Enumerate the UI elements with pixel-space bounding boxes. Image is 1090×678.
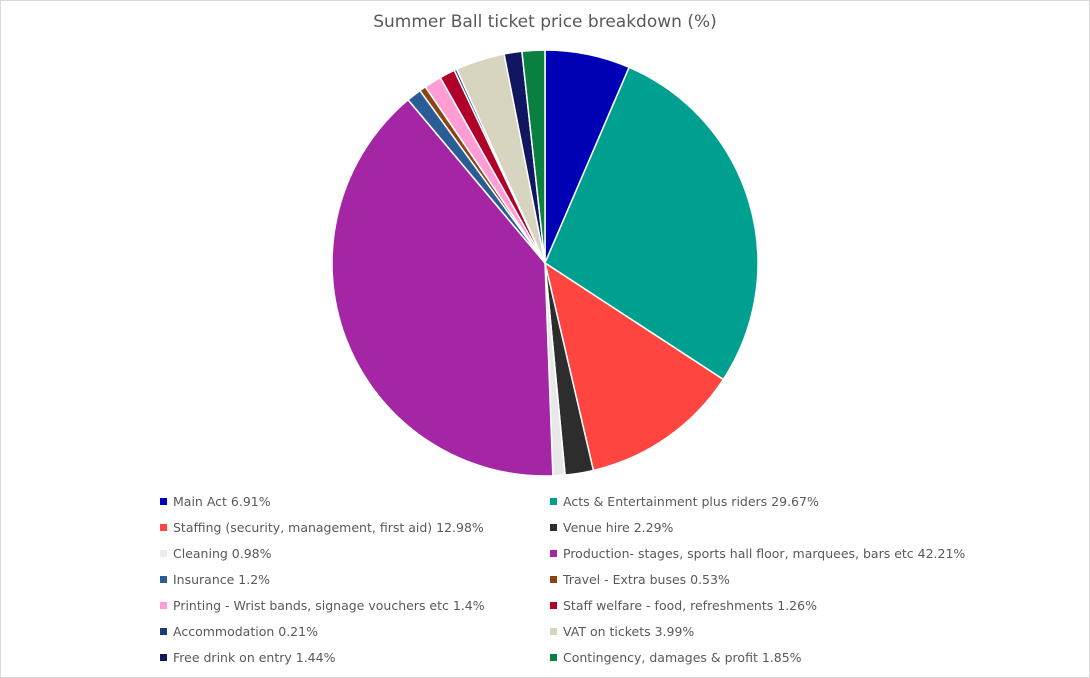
legend-swatch-7 [550,576,557,583]
pie-slices [331,49,759,477]
legend-swatch-5 [550,550,557,557]
pie-slice-5 [331,98,554,477]
legend-item-10: Accommodation 0.21% [160,622,550,641]
pie-chart [331,49,759,477]
legend-swatch-13 [550,654,557,661]
legend-item-7: Travel - Extra buses 0.53% [550,570,970,589]
legend-item-8: Printing - Wrist bands, signage vouchers… [160,596,550,615]
legend-label-0: Main Act 6.91% [173,494,271,509]
legend-swatch-11 [550,628,557,635]
chart-title: Summer Ball ticket price breakdown (%) [373,12,717,32]
legend-label-4: Cleaning 0.98% [173,546,272,561]
legend-swatch-6 [160,576,167,583]
pie-slice-2 [543,261,725,472]
legend-item-13: Contingency, damages & profit 1.85% [550,648,970,667]
legend-item-9: Staff welfare - food, refreshments 1.26% [550,596,970,615]
pie-slice-13 [521,49,546,264]
legend-label-5: Production- stages, sports hall floor, m… [563,546,966,561]
legend-label-10: Accommodation 0.21% [173,624,318,639]
pie-slice-1 [544,66,759,381]
legend-item-12: Free drink on entry 1.44% [160,648,550,667]
legend-swatch-1 [550,498,557,505]
legend-label-9: Staff welfare - food, refreshments 1.26% [563,598,817,613]
legend-item-0: Main Act 6.91% [160,492,550,511]
legend-label-11: VAT on tickets 3.99% [563,624,695,639]
legend-label-8: Printing - Wrist bands, signage vouchers… [173,598,485,613]
legend-swatch-3 [550,524,557,531]
legend-item-2: Staffing (security, management, first ai… [160,518,550,537]
legend-item-4: Cleaning 0.98% [160,544,550,563]
legend-label-12: Free drink on entry 1.44% [173,650,336,665]
legend-item-3: Venue hire 2.29% [550,518,970,537]
chart-legend: Main Act 6.91% Acts & Entertainment plus … [160,492,980,667]
legend-swatch-9 [550,602,557,609]
legend-swatch-10 [160,628,167,635]
legend-label-2: Staffing (security, management, first ai… [173,520,484,535]
legend-item-11: VAT on tickets 3.99% [550,622,970,641]
legend-item-6: Insurance 1.2% [160,570,550,589]
legend-swatch-4 [160,550,167,557]
legend-label-3: Venue hire 2.29% [563,520,674,535]
legend-item-5: Production- stages, sports hall floor, m… [550,544,970,563]
legend-label-13: Contingency, damages & profit 1.85% [563,650,802,665]
legend-swatch-2 [160,524,167,531]
legend-swatch-12 [160,654,167,661]
legend-swatch-8 [160,602,167,609]
legend-item-1: Acts & Entertainment plus riders 29.67% [550,492,970,511]
legend-label-1: Acts & Entertainment plus riders 29.67% [563,494,819,509]
legend-swatch-0 [160,498,167,505]
legend-label-6: Insurance 1.2% [173,572,271,587]
legend-label-7: Travel - Extra buses 0.53% [563,572,730,587]
